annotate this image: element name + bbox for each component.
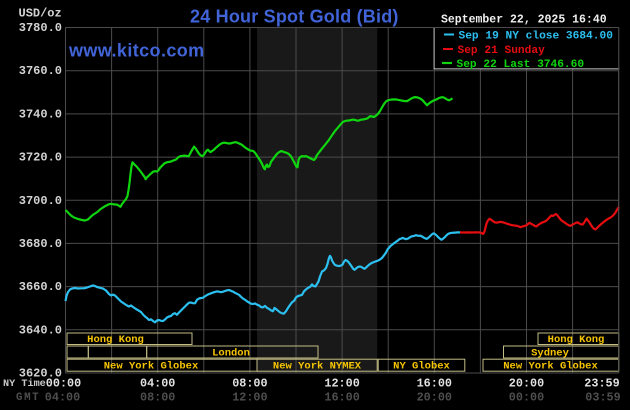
svg-text:00:00: 00:00: [509, 391, 544, 405]
svg-text:08:00: 08:00: [232, 377, 267, 391]
svg-text:Sydney: Sydney: [531, 348, 570, 360]
svg-text:Sep 19 NY close 3684.00: Sep 19 NY close 3684.00: [459, 31, 614, 43]
svg-text:New York Globex: New York Globex: [503, 361, 598, 373]
svg-text:03:59: 03:59: [585, 391, 620, 405]
svg-text:3720.0: 3720.0: [19, 151, 62, 165]
svg-text:20:00: 20:00: [417, 391, 452, 405]
svg-text:08:00: 08:00: [140, 391, 175, 405]
svg-text:12:00: 12:00: [324, 377, 359, 391]
svg-text:3760.0: 3760.0: [19, 64, 62, 78]
svg-text:04:00: 04:00: [140, 377, 175, 391]
svg-text:3680.0: 3680.0: [19, 237, 62, 251]
svg-text:12:00: 12:00: [232, 391, 267, 405]
svg-text:00:00: 00:00: [46, 377, 81, 391]
svg-text:20:00: 20:00: [509, 377, 544, 391]
svg-text:16:00: 16:00: [417, 377, 452, 391]
svg-text:NY Globex: NY Globex: [393, 361, 450, 373]
svg-text:New York NYMEX: New York NYMEX: [273, 361, 362, 373]
svg-text:23:59: 23:59: [584, 377, 619, 391]
svg-text:Sep 21 Sunday: Sep 21 Sunday: [458, 45, 546, 57]
svg-text:04:00: 04:00: [45, 391, 80, 405]
svg-text:USD/oz: USD/oz: [19, 7, 62, 21]
svg-text:New York Globex: New York Globex: [104, 361, 199, 373]
svg-text:GMT: GMT: [16, 392, 40, 404]
svg-text:www.kitco.com: www.kitco.com: [68, 41, 205, 61]
svg-text:3660.0: 3660.0: [19, 280, 62, 294]
svg-text:Sep 22 Last 3746.60: Sep 22 Last 3746.60: [457, 59, 585, 71]
svg-text:London: London: [212, 348, 250, 360]
svg-text:Hong Kong: Hong Kong: [87, 334, 144, 346]
svg-text:3700.0: 3700.0: [19, 194, 62, 208]
svg-text:24 Hour Spot Gold (Bid): 24 Hour Spot Gold (Bid): [190, 6, 399, 26]
svg-text:NY Time: NY Time: [3, 378, 46, 390]
svg-text:3620.0: 3620.0: [19, 367, 62, 381]
svg-text:3740.0: 3740.0: [19, 107, 62, 121]
svg-text:16:00: 16:00: [324, 391, 359, 405]
svg-text:3780.0: 3780.0: [19, 21, 62, 35]
svg-text:Hong Kong: Hong Kong: [548, 334, 605, 346]
svg-text:September 22, 2025 16:40: September 22, 2025 16:40: [441, 14, 607, 27]
svg-text:3640.0: 3640.0: [19, 323, 62, 337]
